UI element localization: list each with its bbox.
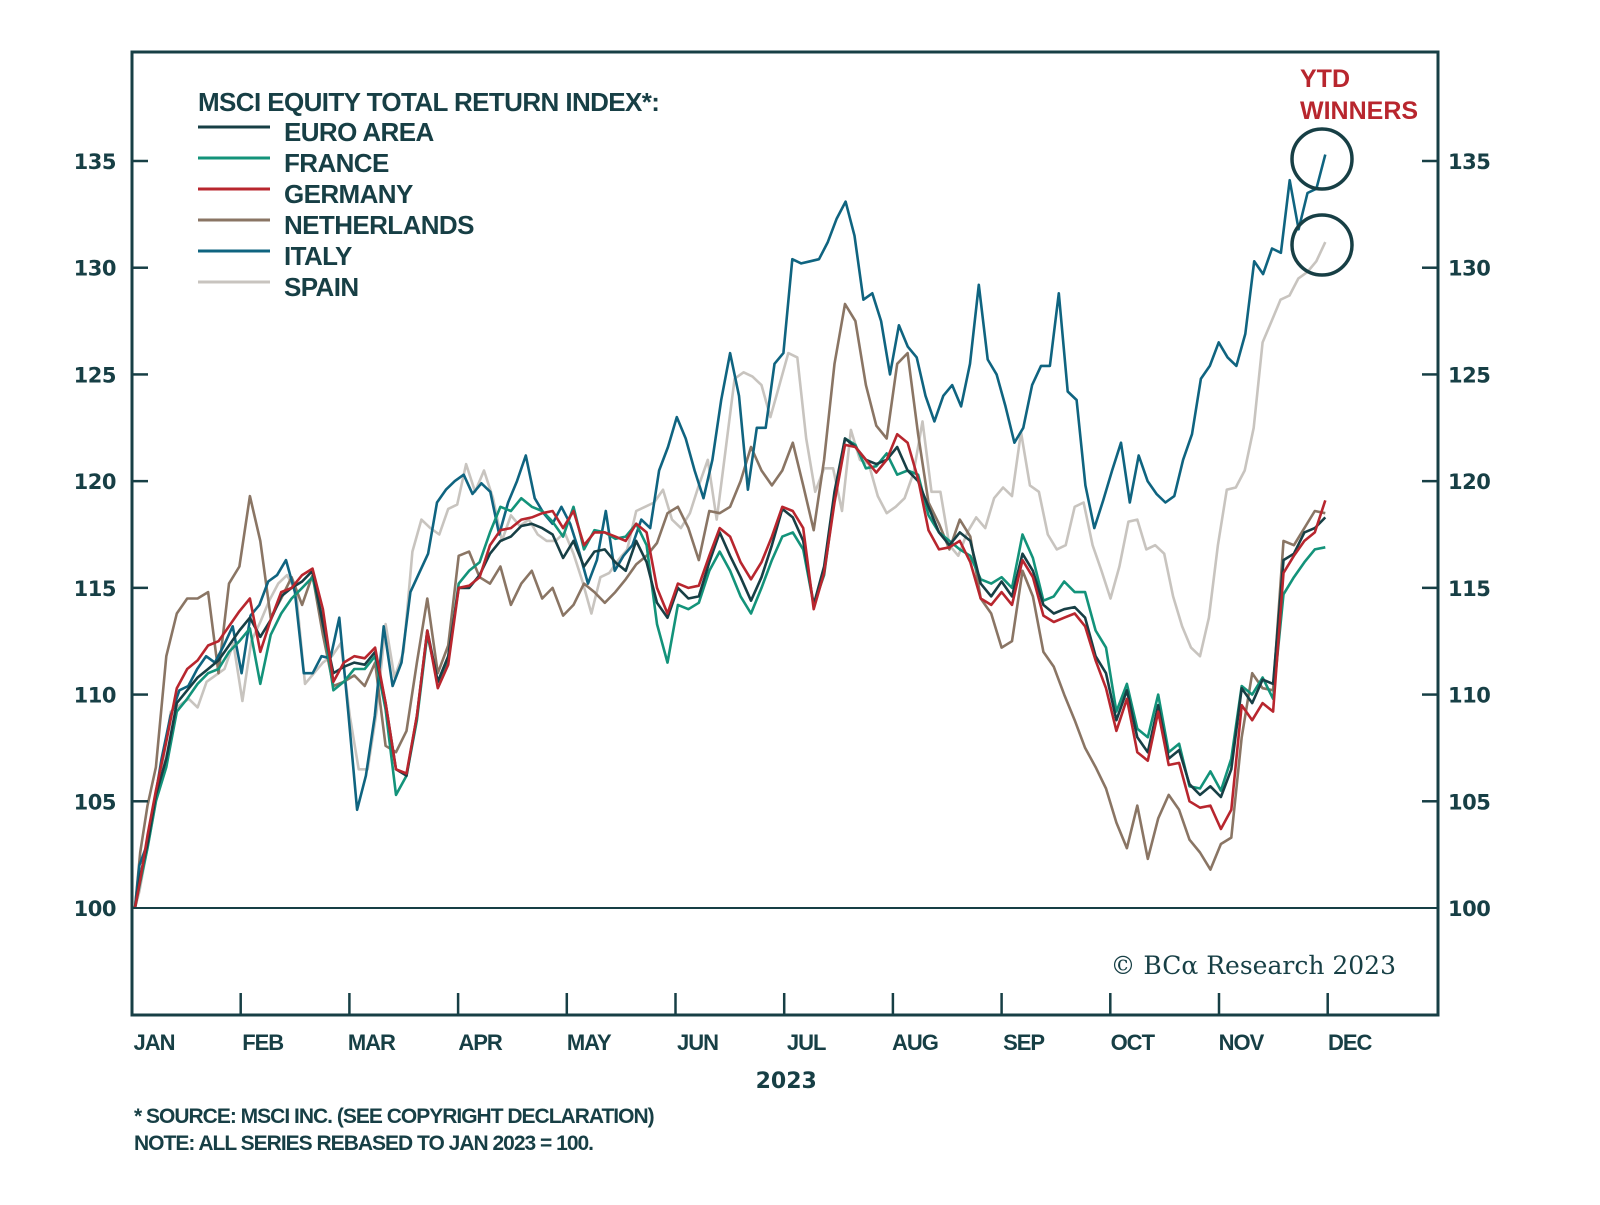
y-tick-label-left: 100 — [74, 897, 116, 921]
y-axis-right: 100 105 110 115 120 125 130 135 — [1422, 150, 1491, 921]
legend-label: SPAIN — [284, 272, 359, 302]
series-line-spain — [133, 241, 1327, 909]
x-tick-label: JUL — [787, 1030, 826, 1055]
y-tick-label-left: 125 — [74, 363, 116, 387]
y-tick-label-right: 120 — [1448, 470, 1490, 494]
x-tick-label: MAR — [348, 1030, 396, 1055]
series-layer — [133, 154, 1327, 909]
y-tick-label-left: 105 — [74, 790, 116, 814]
series-line-germany — [133, 432, 1327, 909]
annotation-winners: WINNERS — [1300, 97, 1418, 125]
x-tick-label: DEC — [1328, 1030, 1373, 1055]
y-axis-left: 100 105 110 115 120 125 130 135 — [74, 150, 148, 921]
highlight-circle-spain — [1290, 213, 1354, 277]
y-tick-label-left: 130 — [74, 257, 116, 281]
x-tick-label: SEP — [1003, 1030, 1044, 1055]
y-tick-label-left: 115 — [74, 577, 116, 601]
legend-label: EURO AREA — [284, 117, 434, 147]
x-tick-label: AUG — [892, 1030, 938, 1055]
x-tick-label: MAY — [567, 1030, 612, 1055]
legend-label: GERMANY — [284, 179, 413, 209]
x-tick-label: OCT — [1111, 1030, 1156, 1055]
y-tick-label-right: 125 — [1448, 363, 1490, 387]
legend-label: FRANCE — [284, 148, 389, 178]
x-tick-label: NOV — [1219, 1030, 1265, 1055]
y-tick-label-left: 120 — [74, 470, 116, 494]
x-tick-label: JUN — [677, 1030, 718, 1055]
annotation-ytd: YTD — [1300, 65, 1350, 93]
x-tick-label: FEB — [242, 1030, 283, 1055]
y-tick-label-right: 110 — [1448, 684, 1490, 708]
x-tick-label: JAN — [133, 1030, 174, 1055]
footnote-note: NOTE: ALL SERIES REBASED TO JAN 2023 = 1… — [134, 1132, 594, 1155]
y-tick-label-right: 130 — [1448, 257, 1490, 281]
x-axis-title: 2023 — [756, 1069, 817, 1094]
copyright-text: © BCα Research 2023 — [1110, 951, 1396, 980]
y-tick-label-right: 135 — [1448, 150, 1490, 174]
y-tick-label-left: 135 — [74, 150, 116, 174]
series-line-euro-area — [133, 437, 1327, 909]
y-tick-label-left: 110 — [74, 684, 116, 708]
series-line-italy — [133, 154, 1327, 909]
legend: MSCI EQUITY TOTAL RETURN INDEX*: EURO AR… — [198, 87, 660, 302]
y-tick-label-right: 115 — [1448, 577, 1490, 601]
legend-label: ITALY — [284, 241, 352, 271]
y-tick-label-right: 100 — [1448, 897, 1490, 921]
series-line-netherlands — [133, 302, 1326, 909]
legend-title: MSCI EQUITY TOTAL RETURN INDEX*: — [198, 87, 659, 117]
highlight-circle-italy — [1290, 127, 1354, 191]
x-axis: JAN FEB MAR APR MAY JUN JUL AUG SEP OCT NOV DEC — [133, 993, 1374, 1055]
y-tick-label-right: 105 — [1448, 790, 1490, 814]
footnote-source: * SOURCE: MSCI INC. (SEE COPYRIGHT DECLA… — [134, 1105, 655, 1128]
legend-label: NETHERLANDS — [284, 210, 474, 240]
x-tick-label: APR — [458, 1030, 503, 1055]
